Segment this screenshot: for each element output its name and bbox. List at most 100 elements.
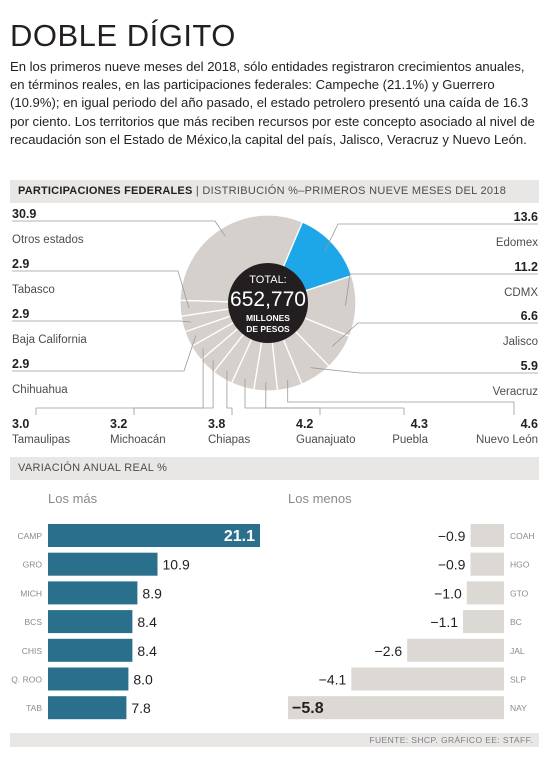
bar-title-los-mas: Los más <box>48 491 98 506</box>
bar-value-nay: −5.8 <box>292 700 324 717</box>
leader-line-tamaulipas <box>35 348 204 415</box>
bar-category-tab: TAB <box>26 703 42 713</box>
section-header-variacion: VARIACIÓN ANUAL REAL % <box>10 457 539 480</box>
section-header-variacion-label: VARIACIÓN ANUAL REAL % <box>18 462 168 474</box>
pie-value-chihuahua: 2.9 <box>12 357 29 371</box>
pie-label-tamaulipas: Tamaulipas <box>12 434 70 446</box>
pie-value-nuevo-leon: 4.6 <box>521 417 538 431</box>
pie-center-unit-2: DE PESOS <box>246 324 290 334</box>
bar-jal <box>407 638 504 662</box>
bar-category-mich: MICH <box>20 588 42 598</box>
leader-line-baja-california <box>12 320 192 323</box>
pie-value-chiapas: 3.8 <box>208 417 225 431</box>
pie-label-baja-california: Baja California <box>12 334 87 346</box>
leader-line-chiapas <box>226 370 233 415</box>
bar-q-roo <box>48 667 129 691</box>
pie-center-value: 652,770 <box>230 288 306 311</box>
pie-value-otros-estados: 30.9 <box>12 207 36 221</box>
pie-label-cdmx: CDMX <box>504 287 538 299</box>
bar-value-tab: 7.8 <box>131 700 151 716</box>
leader-line-otros-estados <box>12 220 226 237</box>
pie-label-jalisco: Jalisco <box>503 336 538 348</box>
pie-value-veracruz: 5.9 <box>521 359 538 373</box>
bar-category-slp: SLP <box>510 675 526 685</box>
pie-label-chiapas: Chiapas <box>208 434 250 446</box>
bar-coah <box>470 524 504 547</box>
bar-category-hgo: HGO <box>510 560 530 570</box>
bar-value-bc: −1.1 <box>430 614 458 630</box>
intro-paragraph: En los primeros nueve meses del 2018, só… <box>10 59 535 147</box>
bar-hgo <box>470 552 504 576</box>
pie-value-baja-california: 2.9 <box>12 307 29 321</box>
bar-mich <box>48 581 138 605</box>
bar-value-camp: 21.1 <box>224 528 255 545</box>
bar-category-nay: NAY <box>510 703 527 713</box>
pie-center-label: TOTAL: <box>249 274 287 286</box>
bar-slp <box>351 667 504 691</box>
pie-label-chihuahua: Chihuahua <box>12 384 68 396</box>
source-text: FUENTE: SHCP. GRÁFICO EE: STAFF. <box>369 735 533 745</box>
bar-category-chis: CHIS <box>22 646 43 656</box>
pie-value-guanajuato: 4.2 <box>296 417 313 431</box>
bar-value-slp: −4.1 <box>319 672 347 688</box>
pie-center-disc <box>228 263 308 343</box>
bar-bc <box>463 610 504 634</box>
bar-value-coah: −0.9 <box>438 528 466 544</box>
bar-category-camp: CAMP <box>17 531 42 541</box>
section-header-separator: | <box>192 185 203 197</box>
bar-value-hgo: −0.9 <box>438 557 466 573</box>
bar-category-gro: GRO <box>23 560 43 570</box>
leader-line-veracruz <box>310 367 538 374</box>
bar-category-jal: JAL <box>510 646 525 656</box>
bar-gro <box>48 552 158 576</box>
pie-center-unit-1: MILLONES <box>246 313 290 323</box>
leader-line-puebla <box>265 382 405 415</box>
bar-category-bc: BC <box>510 617 522 627</box>
pie-label-veracruz: Veracruz <box>493 386 539 398</box>
bar-value-gto: −1.0 <box>434 585 462 601</box>
pie-value-tamaulipas: 3.0 <box>12 417 29 431</box>
bar-chis <box>48 638 133 662</box>
leader-line-cdmx <box>345 273 538 306</box>
section-header-subtitle: DISTRIBUCIÓN %–PRIMEROS NUEVE MESES DEL … <box>202 185 507 197</box>
leader-line-michoacan <box>133 360 214 415</box>
pie-value-tabasco: 2.9 <box>12 257 29 271</box>
pie-label-tabasco: Tabasco <box>12 284 55 296</box>
pie-value-cdmx: 11.2 <box>514 260 538 274</box>
pie-label-nuevo-leon: Nuevo León <box>476 434 538 446</box>
leader-line-edomex <box>324 223 538 251</box>
bar-nay <box>288 696 504 720</box>
bar-category-bcs: BCS <box>25 617 43 627</box>
bar-value-jal: −2.6 <box>375 643 403 659</box>
pie-value-jalisco: 6.6 <box>521 309 538 323</box>
bar-tab <box>48 696 127 720</box>
bar-gto <box>466 581 504 605</box>
bar-value-mich: 8.9 <box>142 585 162 601</box>
leader-line-jalisco <box>331 322 538 347</box>
pie-value-puebla: 4.3 <box>411 417 428 431</box>
section-header-participaciones: PARTICIPACIONES FEDERALES | DISTRIBUCIÓN… <box>10 180 539 203</box>
leader-line-nuevo-leon <box>287 379 515 415</box>
pie-label-michoacan: Michoacán <box>110 434 166 446</box>
bar-category-coah: COAH <box>510 531 535 541</box>
bar-value-gro: 10.9 <box>163 557 190 573</box>
pie-value-edomex: 13.6 <box>514 210 538 224</box>
pie-value-michoacan: 3.2 <box>110 417 127 431</box>
bar-title-los-menos: Los menos <box>288 491 352 506</box>
leader-line-tabasco <box>12 270 190 308</box>
bar-value-chis: 8.4 <box>137 643 157 659</box>
bar-camp <box>48 524 260 547</box>
pie-label-edomex: Edomex <box>496 237 538 249</box>
bar-category-gto: GTO <box>510 588 529 598</box>
pie-label-otros-estados: Otros estados <box>12 234 84 246</box>
page-title: DOBLE DÍGITO <box>10 18 236 53</box>
section-header-bold: PARTICIPACIONES FEDERALES <box>18 185 193 197</box>
pie-label-puebla: Puebla <box>392 434 428 446</box>
pie-label-guanajuato: Guanajuato <box>296 434 355 446</box>
leader-line-chihuahua <box>12 335 197 372</box>
bar-value-q-roo: 8.0 <box>133 672 153 688</box>
bar-value-bcs: 8.4 <box>137 614 157 630</box>
bar-bcs <box>48 610 133 634</box>
bar-category-q-roo: Q. ROO <box>11 675 42 685</box>
